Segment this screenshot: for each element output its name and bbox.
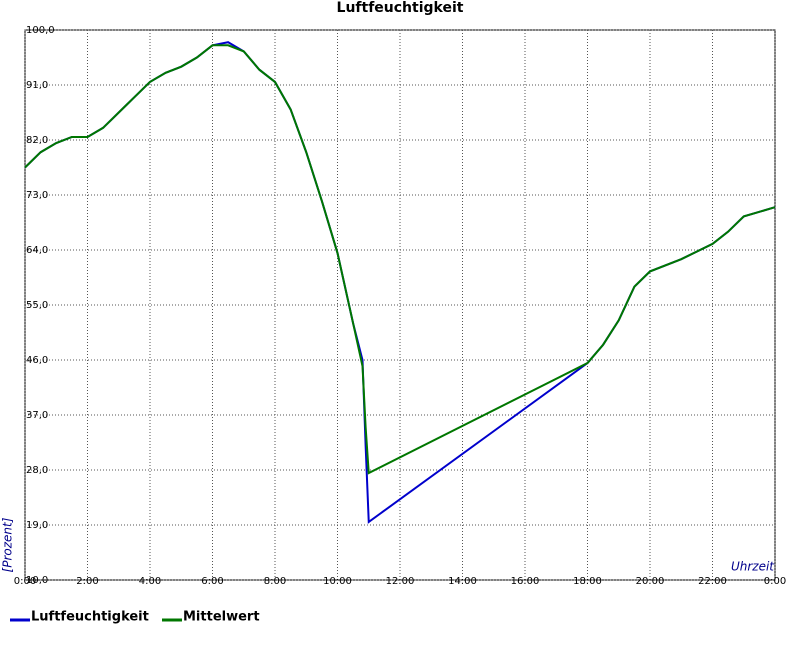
y-tick-label: 55,0 [26,300,48,311]
y-tick-label: 10,0 [26,575,48,586]
y-tick-label: 64,0 [26,245,48,256]
legend-label: Luftfeuchtigkeit [31,610,149,625]
x-tick-label: 4:00 [139,576,161,587]
chart-title: Luftfeuchtigkeit [337,0,464,16]
y-tick-label: 46,0 [26,355,48,366]
x-tick-label: 14:00 [448,576,477,587]
y-tick-label: 28,0 [26,465,48,476]
y-tick-label: 100,0 [26,25,55,36]
x-tick-label: 10:00 [323,576,352,587]
x-tick-label: 18:00 [573,576,602,587]
x-tick-label: 16:00 [511,576,540,587]
x-tick-label: 0:00 [764,576,786,587]
x-axis-label: Uhrzeit [731,560,775,574]
legend-label: Mittelwert [183,610,260,625]
x-tick-label: 12:00 [386,576,415,587]
y-tick-label: 82,0 [26,135,48,146]
x-tick-label: 2:00 [76,576,98,587]
y-tick-label: 73,0 [26,190,48,201]
x-tick-label: 8:00 [264,576,286,587]
x-tick-label: 6:00 [201,576,223,587]
y-tick-label: 37,0 [26,410,48,421]
y-axis-label: [Prozent] [1,517,15,572]
x-tick-label: 0:00 [14,576,36,587]
x-tick-label: 22:00 [698,576,727,587]
data-line [24,44,776,475]
y-tick-label: 91,0 [26,80,48,91]
x-tick-label: 20:00 [636,576,665,587]
y-tick-label: 19,0 [26,520,48,531]
